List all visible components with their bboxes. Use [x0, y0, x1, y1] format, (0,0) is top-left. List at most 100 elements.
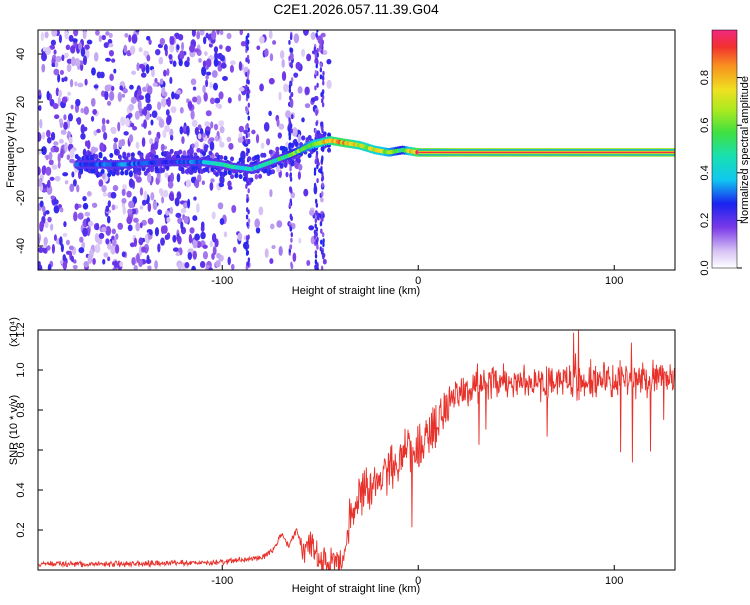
spectrogram-noise-cell: [146, 103, 152, 111]
spectrogram-halo-cell: [76, 156, 81, 162]
spectrogram-streak-cell: [245, 71, 248, 77]
spectrogram-streak-cell: [314, 85, 317, 91]
spectrogram-noise-cell: [126, 216, 133, 225]
spectrogram-noise-cell: [158, 56, 164, 65]
spectrogram-noise-cell: [82, 227, 88, 237]
spectrogram-streak-cell: [315, 202, 319, 208]
spectrogram-noise-cell: [82, 30, 87, 40]
spectrogram-noise-cell: [51, 30, 58, 37]
spectrogram-streak-cell: [245, 246, 248, 252]
spectrogram-noise-cell: [232, 246, 237, 253]
spectrogram-noise-cell: [150, 119, 154, 126]
spectrogram-noise-cell: [149, 230, 153, 236]
spectrogram-noise-cell: [65, 239, 70, 246]
spectrogram-noise-cell: [80, 107, 84, 114]
spectrogram-noise-cell: [231, 263, 235, 270]
spectrogram-noise-cell: [131, 33, 138, 44]
spectrogram-noise-cell: [69, 183, 75, 193]
spectrogram-noise-cell: [195, 95, 202, 105]
spectrogram-halo-cell: [227, 170, 232, 176]
spectrogram-y-ticks: -40 -20 0 20 40: [15, 48, 43, 254]
spectrogram-noise-cell: [57, 96, 61, 106]
spectrogram-noise-cell: [192, 250, 197, 260]
spectrogram-noise-cell: [238, 87, 245, 92]
spectrogram-streak-cell: [245, 138, 248, 144]
spectrogram-noise-cell: [169, 206, 174, 215]
spectrogram-noise-cell: [128, 134, 134, 143]
spectrogram-streak-cell: [315, 63, 318, 69]
spectrogram-streak-cell: [320, 265, 324, 270]
spectrogram-noise-cell: [141, 137, 146, 148]
spectrogram-noise-cell: [293, 72, 299, 78]
spectrogram-noise-cell: [228, 142, 234, 150]
colorbar-tick-label: 0.2: [699, 213, 711, 228]
spectrogram-noise-cell: [186, 56, 190, 63]
spectrogram-noise-cell: [153, 141, 159, 150]
spectrogram-halo-cell: [327, 132, 332, 138]
spectrogram-noise-cell: [205, 126, 211, 131]
spectrogram-noise-cell: [57, 73, 61, 83]
spectrogram-noise-cell: [112, 184, 119, 192]
spectrogram-halo-cell: [204, 167, 209, 173]
spectrogram-halo-cell: [271, 169, 276, 175]
spectrogram-noise-cell: [322, 258, 327, 265]
snr-y-tick-label: 0.2: [15, 522, 27, 537]
spectrogram-noise-cell: [166, 216, 171, 223]
spectrogram-noise-cell: [222, 76, 228, 81]
spectrogram-noise-cell: [297, 171, 301, 180]
spectrogram-noise-cell: [205, 58, 212, 68]
spectrogram-streak-cell: [247, 102, 251, 108]
spectrogram-noise-cell: [147, 130, 152, 136]
spectrogram-noise-cell: [66, 58, 73, 64]
spectrogram-halo-cell: [145, 168, 150, 174]
spectrogram-x-tick-label: 100: [605, 275, 623, 287]
spectrogram-streak-cell: [313, 46, 317, 52]
spectrogram-streak-cell: [319, 168, 323, 174]
spectrogram-noise-cell: [191, 30, 196, 37]
spectrogram-noise-cell: [49, 176, 55, 181]
spectrogram-noise-cell: [41, 205, 46, 213]
spectrogram-noise-cell: [87, 191, 92, 196]
spectrogram-halo-cell: [255, 154, 260, 160]
spectrogram-noise-cell: [117, 91, 122, 102]
spectrogram-noise-cell: [74, 58, 81, 67]
spectrogram-streak-cell: [245, 124, 248, 130]
spectrogram-noise-cell: [38, 132, 42, 142]
spectrogram-noise-cell: [108, 43, 114, 48]
spectrogram-noise-cell: [62, 260, 68, 270]
spectrogram-halo-cell: [327, 147, 332, 153]
spectrogram-streak-cell: [289, 62, 292, 68]
spectrogram-noise-cell: [82, 55, 88, 66]
spectrogram-noise-cell: [107, 200, 111, 208]
spectrogram-streak-cell: [247, 132, 250, 138]
spectrogram-noise-cell: [150, 192, 155, 201]
spectrogram-noise-cell: [95, 30, 100, 36]
spectrogram-noise-cell: [192, 96, 198, 103]
spectrogram-streak-cell: [315, 121, 318, 127]
spectrogram-noise-cell: [187, 251, 193, 261]
spectrogram-noise-cell: [54, 114, 60, 120]
spectrogram-noise-cell: [177, 235, 182, 245]
spectrogram-noise-cell: [121, 197, 127, 204]
spectrogram-streak-cell: [247, 188, 250, 194]
spectrogram-noise-cell: [81, 241, 86, 249]
spectrogram-noise-cell: [281, 59, 285, 68]
spectrogram-noise-cell: [61, 96, 68, 104]
spectrogram-noise-cell: [198, 57, 202, 63]
spectrogram-noise-cell: [140, 72, 147, 78]
spectrogram-noise-cell: [281, 71, 287, 82]
spectrogram-halo-cell: [139, 153, 144, 159]
spectrogram-panel: -100 0 100 -40 -20 0 20 40 Height of straight …: [5, 29, 676, 297]
spectrogram-halo-cell: [240, 158, 245, 164]
spectrogram-streak-cell: [315, 32, 318, 38]
spectrogram-noise-cell: [169, 196, 175, 202]
spectrogram-noise-cell: [54, 61, 59, 68]
spectrogram-noise-cell: [41, 131, 46, 140]
spectrogram-noise-cell: [122, 88, 128, 94]
spectrogram-noise-cell: [92, 257, 96, 265]
spectrogram-streak-cell: [316, 158, 319, 164]
spectrogram-noise-cell: [60, 243, 64, 253]
spectrogram-halo-cell: [275, 146, 280, 152]
spectrogram-noise-cell: [194, 141, 199, 149]
spectrogram-noise-cell: [60, 129, 67, 135]
